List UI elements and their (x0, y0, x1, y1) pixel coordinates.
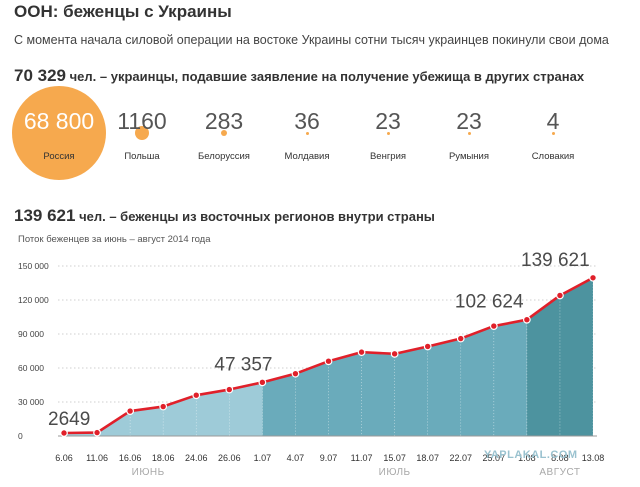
month-label: ИЮЛЬ (379, 467, 411, 478)
internal-description: чел. – беженцы из восточных регионов вну… (75, 209, 435, 224)
watermark: YAPLAKAL.COM (484, 449, 578, 461)
x-tick-label: 11.06 (86, 453, 108, 463)
asylum-total: 70 329 (14, 66, 66, 85)
y-tick-label: 120 000 (18, 295, 49, 305)
bubble-country-label: Румыния (448, 151, 490, 162)
bubble-value: 23 (375, 108, 401, 134)
x-tick-label: 11.07 (351, 453, 373, 463)
y-tick-label: 150 000 (18, 261, 49, 271)
data-point (357, 348, 366, 357)
data-point (456, 334, 465, 343)
data-point (60, 429, 68, 437)
data-annotation: 2649 (48, 409, 90, 430)
y-tick-label: 30 000 (18, 397, 44, 407)
bubble-circle (12, 86, 106, 180)
bubble-value: 68 800 (23, 108, 95, 134)
x-tick-label: 1.07 (254, 453, 272, 463)
x-tick-label: 1.08 (518, 453, 536, 463)
bubble-circle (551, 131, 555, 135)
bubble-country-label: Польша (124, 151, 160, 162)
chart-subtitle: Поток беженцев за июнь – август 2014 год… (18, 234, 211, 245)
bubble-circle (134, 125, 149, 140)
bubble-country-label: Россия (43, 151, 75, 162)
x-tick-label: 22.07 (449, 453, 472, 463)
data-point (324, 357, 333, 366)
x-tick-label: 8.08 (551, 453, 569, 463)
data-point (192, 391, 201, 400)
bubble-circle (305, 131, 309, 135)
y-tick-label: 90 000 (18, 329, 44, 339)
x-tick-label: 6.06 (55, 453, 73, 463)
bubble-value: 36 (294, 108, 320, 134)
page-subtitle: С момента начала силовой операции на вос… (14, 33, 609, 47)
x-tick-label: 4.07 (287, 453, 305, 463)
country-bubbles: 68 800 Россия 1160 Польша 283 Белоруссия 36 Мол… (0, 0, 640, 210)
month-area (526, 277, 593, 436)
x-tick-label: 15.07 (383, 453, 406, 463)
data-point (589, 273, 597, 282)
bubble-country-label: Венгрия (369, 151, 407, 162)
month-label: АВГУСТ (539, 467, 580, 478)
asylum-description: чел. – украинцы, подавшие заявление на п… (66, 69, 585, 84)
data-point (225, 385, 234, 394)
bubble-circle (467, 131, 471, 135)
x-tick-label: 18.06 (152, 453, 175, 463)
bubble-country-label: Белоруссия (198, 151, 250, 162)
bubble-circle (220, 129, 228, 137)
y-tick-label: 0 (18, 431, 23, 441)
bubble-value: 4 (546, 108, 560, 134)
data-point (159, 402, 168, 411)
data-point (126, 407, 135, 415)
data-point (291, 369, 300, 378)
data-point (390, 349, 399, 358)
data-point (423, 342, 432, 351)
data-point (556, 291, 564, 300)
data-annotation: 47 357 (214, 354, 272, 375)
bubble-country-label: Молдавия (284, 151, 330, 162)
x-tick-label: 18.07 (416, 453, 439, 463)
data-point (93, 428, 101, 437)
x-tick-label: 24.06 (185, 453, 208, 463)
data-point (489, 322, 498, 330)
x-tick-label: 25.07 (483, 453, 506, 463)
x-tick-label: 9.07 (320, 453, 338, 463)
bubble-value: 1160 (117, 108, 167, 134)
internal-headline: 139 621 чел. – беженцы из восточных реги… (14, 206, 435, 226)
data-point (522, 315, 531, 324)
x-tick-label: 16.06 (119, 453, 142, 463)
bubble-circle (386, 131, 390, 135)
asylum-headline: 70 329 чел. – украинцы, подавшие заявлен… (14, 66, 584, 86)
bubble-country-label: Словакия (531, 151, 575, 162)
x-tick-label: 13.08 (582, 453, 605, 463)
data-point (258, 378, 267, 387)
data-annotation: 102 624 (455, 292, 524, 313)
month-label: ИЮНЬ (132, 467, 165, 478)
page-title: ООН: беженцы с Украины (14, 2, 232, 21)
bubble-value: 23 (456, 108, 482, 134)
y-tick-label: 60 000 (18, 363, 44, 373)
bubble-value: 283 (204, 108, 244, 134)
data-annotation: 139 621 (521, 250, 590, 271)
x-tick-label: 26.06 (218, 453, 241, 463)
internal-total: 139 621 (14, 206, 76, 225)
